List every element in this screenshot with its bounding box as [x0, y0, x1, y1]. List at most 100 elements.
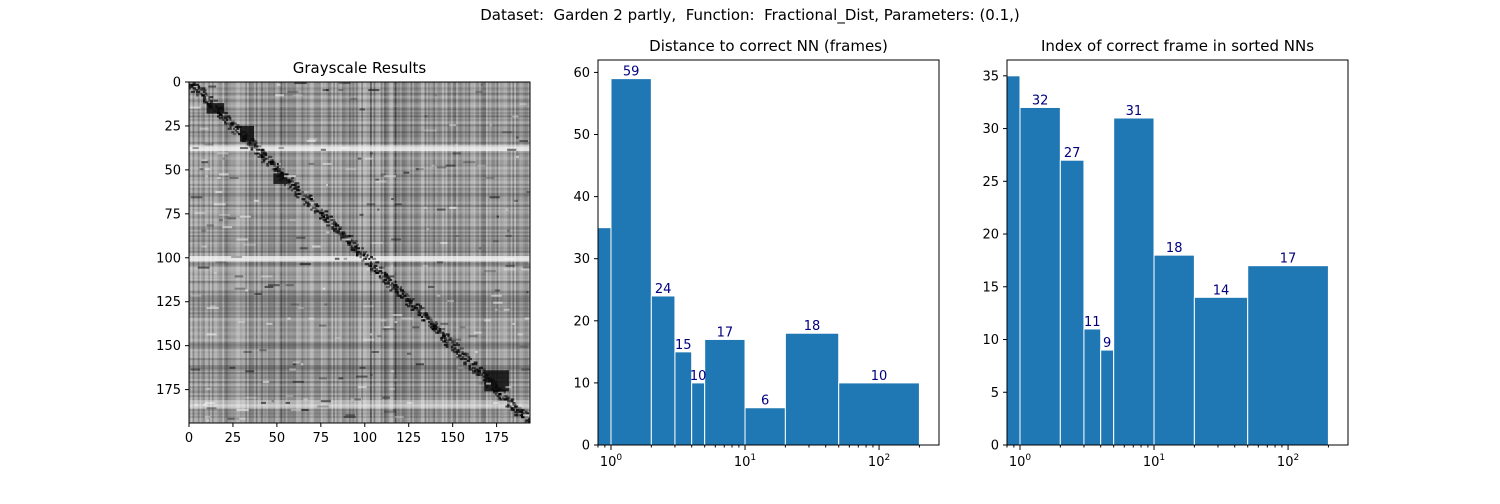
- heatmap-diagonal-cell: [341, 236, 347, 239]
- heatmap-diagonal-cell: [505, 405, 509, 408]
- heatmap-diagonal-cell: [333, 224, 336, 227]
- heatmap-diagonal-cell: [442, 340, 447, 343]
- heatmap-noise: [289, 219, 296, 222]
- heatmap-diagonal-cell: [471, 372, 474, 375]
- heatmap-x-axis: 0 25 50 75 100 125 150 175: [185, 423, 509, 446]
- heatmap-diagonal-cell: [471, 370, 476, 373]
- heatmap-diagonal-cell: [292, 187, 297, 190]
- heatmap-diagonal-cell: [443, 338, 448, 341]
- heatmap-diagonal-cell: [190, 85, 193, 88]
- heatmap-noise: [322, 89, 328, 92]
- heatmap-row-stripe: [189, 287, 530, 290]
- heatmap-diagonal-cell: [262, 152, 267, 155]
- heatmap-row-stripe: [189, 120, 530, 123]
- heatmap-diagonal-cell: [510, 407, 514, 410]
- distance-histogram-y-axis: 0 10 20 30 40 50 60: [573, 66, 598, 454]
- distance-histogram-bar-label: 18: [804, 319, 821, 334]
- heatmap-diagonal-cell: [479, 373, 484, 376]
- heatmap-noise: [354, 398, 362, 401]
- heatmap-diagonal-cell: [378, 277, 383, 280]
- heatmap-row-stripe: [189, 415, 530, 419]
- distance-histogram-panel: Distance to correct NN (frames) 59 24 15 10…: [573, 37, 940, 470]
- distance-histogram-bar: [838, 382, 920, 446]
- heatmap-column-stripe: [406, 82, 410, 423]
- heatmap-column-stripe: [522, 82, 526, 423]
- heatmap-diagonal-cell: [308, 194, 313, 197]
- heatmap-row-stripe: [189, 205, 530, 208]
- heatmap-diagonal-cell: [322, 217, 326, 220]
- heatmap-column-stripe: [417, 82, 420, 423]
- distance-histogram-y-tick-label: 10: [573, 376, 590, 391]
- heatmap-diagonal-cell: [517, 407, 522, 410]
- heatmap-diagonal-cell: [412, 305, 416, 308]
- heatmap-row-stripe: [189, 185, 530, 188]
- heatmap-diagonal-cell: [450, 342, 455, 345]
- heatmap-y-tick-label: 150: [156, 339, 181, 354]
- heatmap-diagonal-cell: [363, 254, 366, 257]
- heatmap-column-stripe: [299, 82, 303, 423]
- heatmap-diagonal-cell: [378, 270, 383, 273]
- heatmap-column-stripe: [415, 82, 419, 423]
- heatmap-noise: [285, 394, 294, 397]
- heatmap-diagonal-cell: [315, 203, 318, 206]
- heatmap-diagonal-cell: [419, 306, 423, 310]
- index-histogram-bar: [1153, 254, 1195, 446]
- heatmap-diagonal-cell: [354, 245, 358, 248]
- heatmap-noise: [254, 292, 262, 295]
- heatmap-diagonal-cell: [385, 277, 389, 280]
- heatmap-diagonal-cell: [355, 247, 361, 250]
- heatmap-noise: [350, 97, 357, 100]
- distance-histogram-bar: [691, 382, 706, 446]
- heatmap-x-tick-label: 50: [269, 431, 286, 446]
- heatmap-diagonal-cell: [375, 268, 378, 271]
- heatmap-row-stripe: [189, 233, 530, 236]
- heatmap-noise: [366, 203, 376, 206]
- heatmap-diagonal-cell: [370, 263, 373, 266]
- heatmap-noise: [394, 321, 398, 324]
- heatmap-row-stripe: [189, 104, 530, 108]
- heatmap-diagonal-cell: [429, 319, 433, 322]
- heatmap-diagonal-cell: [338, 227, 342, 231]
- heatmap-diagonal-cell: [503, 391, 506, 394]
- heatmap-noise: [440, 241, 448, 245]
- heatmap-column-stripe: [276, 82, 280, 423]
- heatmap-diagonal-cell: [505, 396, 510, 399]
- heatmap-diagonal-cell: [370, 261, 373, 264]
- heatmap-diagonal-cell: [482, 375, 485, 378]
- heatmap-row-stripe: [189, 338, 530, 341]
- heatmap-noise: [507, 148, 517, 151]
- heatmap-noise: [377, 208, 380, 211]
- heatmap-column-stripe: [213, 82, 216, 423]
- heatmap-row-stripe: [189, 110, 530, 113]
- heatmap-diagonal-cell: [442, 331, 445, 334]
- heatmap-column-stripe: [479, 82, 482, 423]
- heatmap-diagonal-cell: [452, 349, 456, 352]
- heatmap-noise: [290, 303, 300, 306]
- heatmap-diagonal-cell: [510, 398, 514, 401]
- heatmap-diagonal-cell: [384, 273, 387, 276]
- heatmap-diagonal-cell: [521, 415, 525, 419]
- heatmap-column-stripe: [491, 82, 494, 423]
- heatmap-diagonal-cell: [526, 419, 529, 422]
- heatmap-diagonal-cell: [457, 354, 461, 357]
- heatmap-noise: [278, 147, 284, 150]
- heatmap-column-stripe: [297, 82, 301, 423]
- distance-histogram-y-tick-label: 20: [573, 314, 590, 329]
- heatmap-diagonal-cell: [475, 370, 478, 373]
- heatmap-diagonal-cell: [514, 414, 519, 417]
- heatmap-column-stripe: [436, 82, 440, 423]
- heatmap-row-stripe: [189, 257, 530, 260]
- heatmap-column-stripe: [231, 82, 234, 423]
- heatmap-diagonal-cell: [471, 363, 475, 366]
- heatmap-diagonal-cell: [528, 419, 530, 422]
- distance-histogram-bar: [597, 227, 612, 446]
- heatmap-diagonal-cell: [401, 292, 405, 296]
- heatmap-diagonal-cell: [247, 141, 250, 144]
- heatmap-diagonal-cell: [294, 182, 297, 185]
- heatmap-diagonal-cell: [366, 254, 369, 257]
- heatmap-diagonal-cell: [452, 343, 457, 347]
- heatmap-noise: [245, 370, 255, 373]
- heatmap-row-stripe: [189, 215, 530, 218]
- heatmap-diagonal-cell: [232, 132, 237, 136]
- heatmap-diagonal-cell: [322, 215, 325, 218]
